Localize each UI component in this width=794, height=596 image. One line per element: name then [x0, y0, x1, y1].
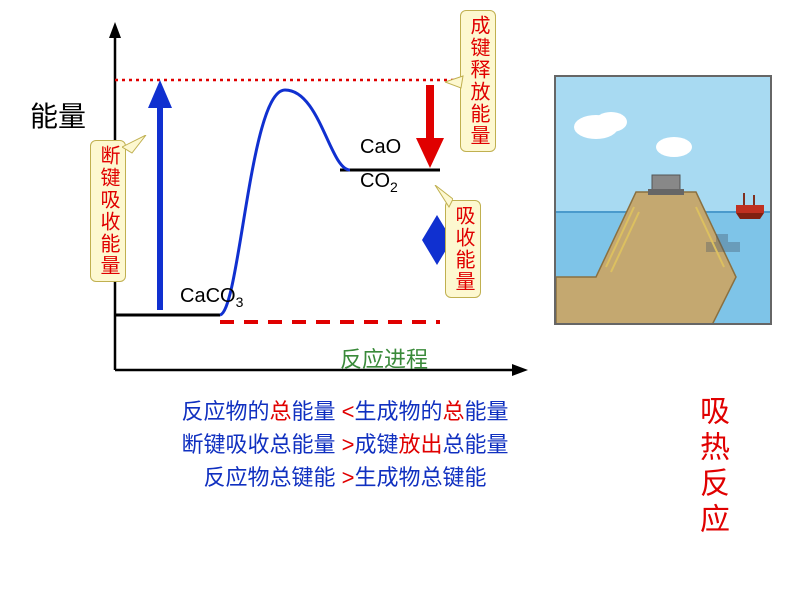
callout-tail-2: [445, 70, 465, 90]
callout-break-bond: 断键吸收能量: [90, 140, 126, 282]
callout-absorb: 吸收能量: [445, 200, 481, 298]
text-line-3: 反应物总键能 >生成物总键能: [130, 461, 560, 494]
energy-diagram: 能量 断键吸收能量 成键释放能量 吸收能量: [30, 10, 540, 380]
reaction-type-label: 吸热反应: [696, 395, 726, 539]
product1-label: CaO: [360, 136, 401, 159]
callout-tail-3: [433, 185, 453, 211]
x-axis-label: 反应进程: [340, 342, 428, 374]
product2-label: CO2: [360, 170, 398, 195]
text-line-2: 断键吸收总能量 >成键放出总能量: [130, 428, 560, 461]
summary-text: 反应物的总能量 <生成物的总能量 断键吸收总能量 >成键放出总能量 反应物总键能…: [130, 395, 560, 494]
callout-form-bond: 成键释放能量: [460, 10, 496, 152]
illustration-image: [554, 75, 772, 325]
text-line-1: 反应物的总能量 <生成物的总能量: [130, 395, 560, 428]
callout-tail-1: [122, 135, 152, 155]
reactant-label: CaCO3: [180, 285, 243, 310]
